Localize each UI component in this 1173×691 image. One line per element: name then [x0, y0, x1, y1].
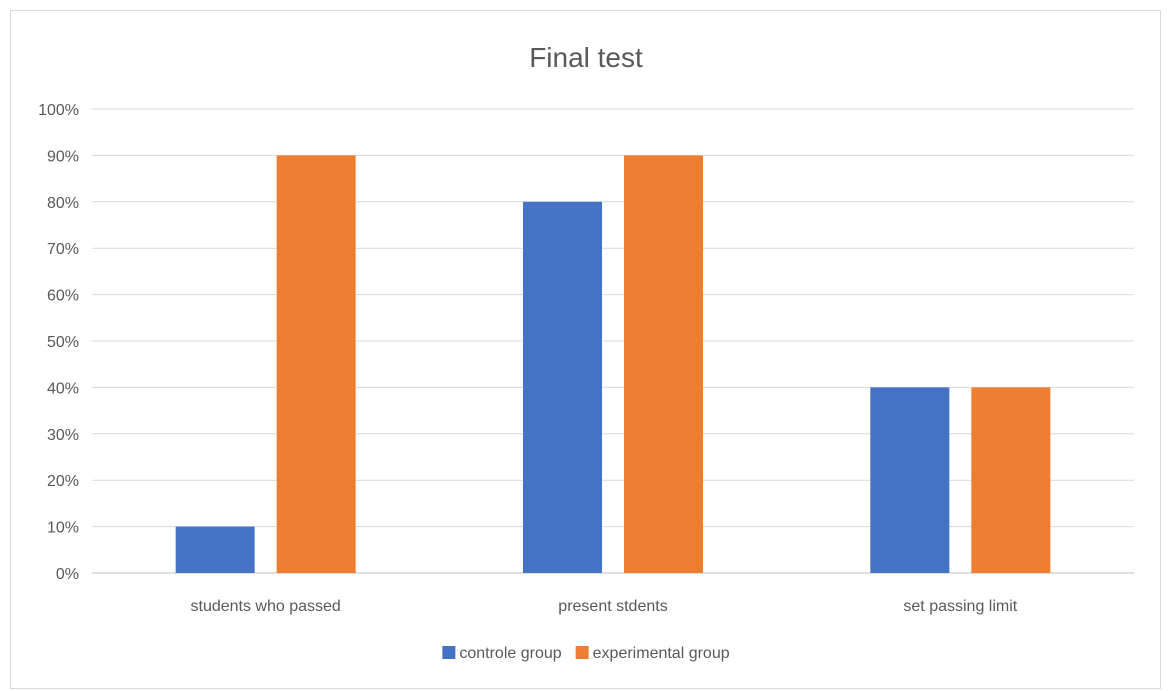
bar-experimental-group-3	[971, 387, 1051, 573]
y-tick-label: 10%	[47, 520, 79, 537]
bars	[175, 155, 1051, 574]
bar-controle-group-3	[870, 387, 950, 573]
y-tick-label: 40%	[47, 380, 79, 397]
x-axis-category-labels: students who passed present stdents set pa…	[191, 598, 1018, 615]
y-axis-tick-labels: 0% 10% 20% 30% 40% 50% 60% 70% 80% 90% 100%	[38, 102, 79, 583]
gridlines	[92, 108, 1134, 574]
y-tick-label: 20%	[47, 473, 79, 490]
y-tick-label: 30%	[47, 427, 79, 444]
legend-swatch	[442, 646, 456, 659]
x-category-label: students who passed	[191, 598, 341, 615]
x-category-label: set passing limit	[903, 598, 1017, 615]
y-tick-label: 50%	[47, 334, 79, 351]
y-tick-label: 60%	[47, 288, 79, 305]
chart-title: Final test	[529, 42, 643, 73]
y-tick-label: 80%	[47, 195, 79, 212]
bar-experimental-group-1	[276, 155, 356, 573]
y-tick-label: 70%	[47, 241, 79, 258]
legend-label: experimental group	[593, 645, 730, 662]
bar-experimental-group-2	[624, 155, 703, 573]
y-tick-label: 100%	[38, 102, 79, 119]
legend-swatch	[575, 646, 589, 659]
bar-controle-group-2	[523, 201, 602, 574]
x-category-label: present stdents	[558, 598, 667, 615]
y-tick-label: 0%	[56, 566, 79, 583]
legend-label: controle group	[459, 645, 561, 662]
bar-controle-group-1	[175, 526, 255, 573]
legend: controle group experimental group	[442, 645, 730, 662]
y-tick-label: 90%	[47, 148, 79, 165]
